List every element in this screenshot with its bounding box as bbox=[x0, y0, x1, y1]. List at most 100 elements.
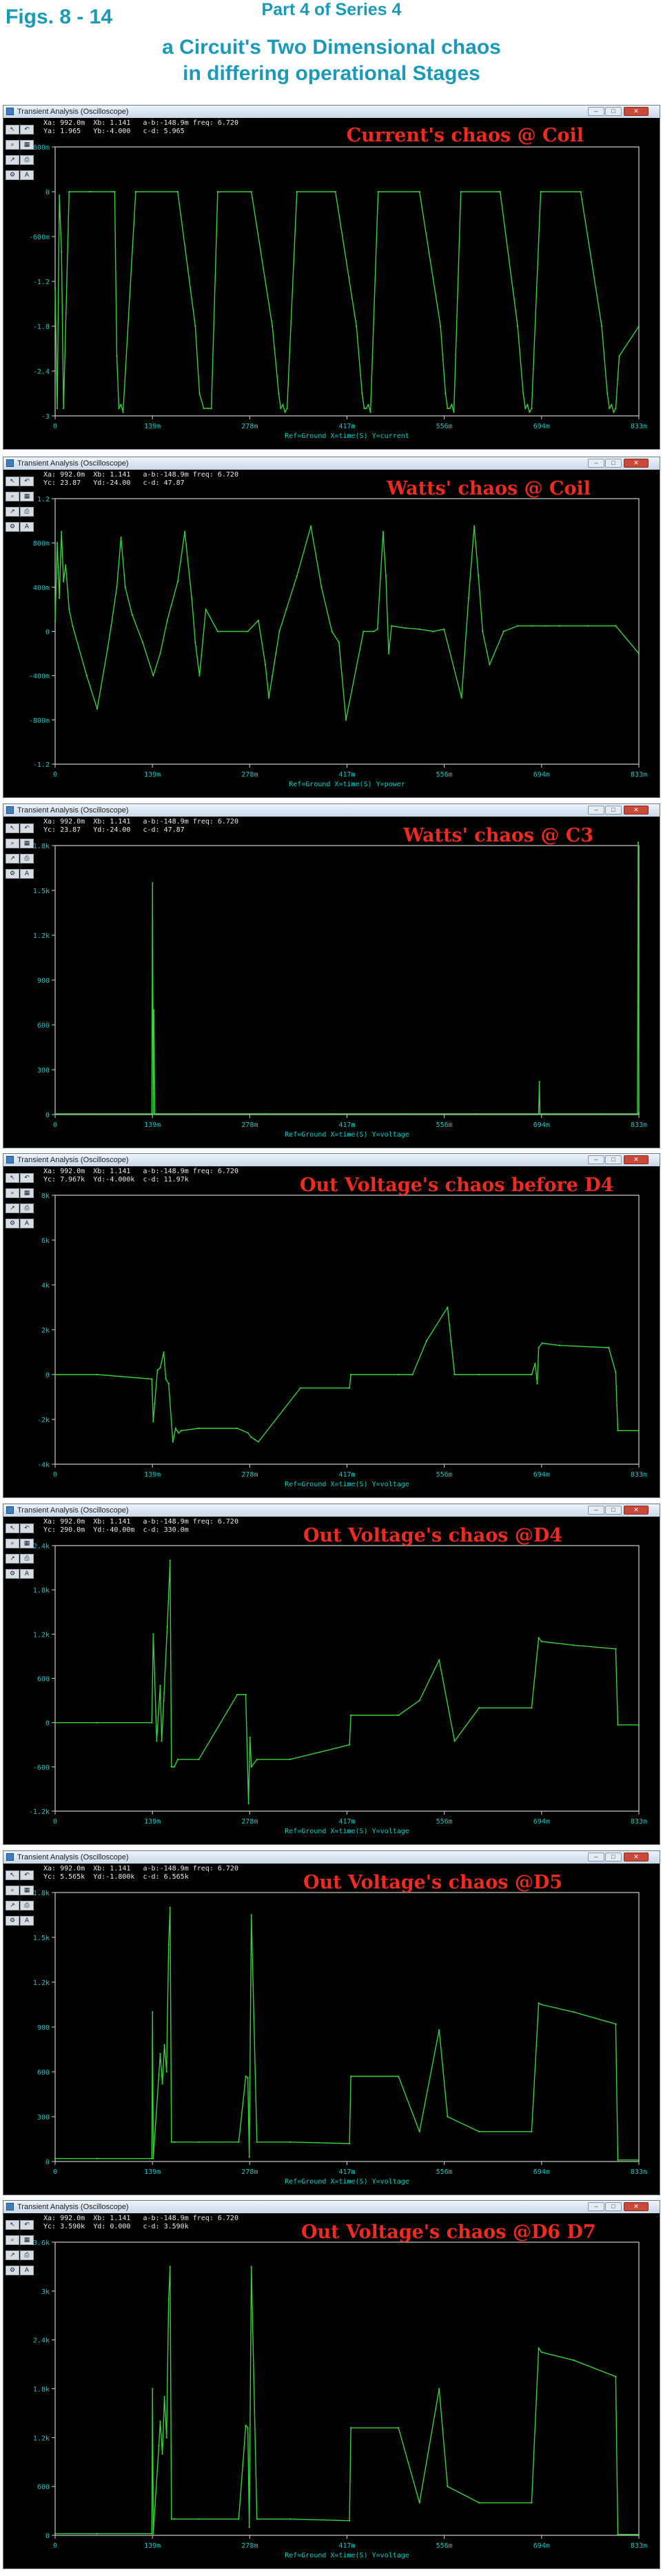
zoom-icon[interactable]: ⌕ bbox=[6, 1539, 19, 1548]
export-icon[interactable]: ↗ bbox=[6, 1901, 19, 1910]
close-button[interactable]: ✕ bbox=[624, 1506, 649, 1515]
oscilloscope-plot[interactable]: 0 139m 278m 417m 556m 694m 833m 600m 0 -600m -1.2 -… bbox=[3, 106, 660, 449]
print-icon[interactable]: ⎙ bbox=[20, 854, 34, 863]
cursor-icon[interactable]: ↖ bbox=[6, 2220, 19, 2230]
zoom-icon[interactable]: ⌕ bbox=[6, 839, 19, 848]
print-icon[interactable]: ⎙ bbox=[20, 1901, 34, 1910]
grid-icon[interactable]: ▦ bbox=[20, 1886, 34, 1895]
zoom-icon[interactable]: ⌕ bbox=[6, 1886, 19, 1895]
oscilloscope-plot[interactable]: 0 139m 278m 417m 556m 694m 833m 1.8k 1.5k 1.2k 900… bbox=[3, 804, 660, 1148]
x-tick-label: 833m bbox=[631, 1818, 647, 1826]
zoom-icon[interactable]: ⌕ bbox=[6, 1188, 19, 1198]
data-point bbox=[256, 1759, 258, 1761]
cursor-icon[interactable]: ↖ bbox=[6, 823, 19, 833]
oscilloscope-plot[interactable]: 0 139m 278m 417m 556m 694m 833m 1.2 800m 400m 0 -40… bbox=[3, 457, 660, 797]
maximize-button[interactable]: □ bbox=[605, 1853, 622, 1861]
data-point bbox=[170, 2141, 172, 2143]
data-point bbox=[167, 2298, 170, 2300]
options-icon[interactable]: ⚙ bbox=[6, 869, 19, 879]
cursor-icon[interactable]: ↖ bbox=[6, 1524, 19, 1533]
cursor-a-icon[interactable]: A bbox=[20, 2266, 34, 2275]
cursor-a-icon[interactable]: A bbox=[20, 170, 34, 180]
zoom-icon[interactable]: ⌕ bbox=[6, 2235, 19, 2245]
maximize-button[interactable]: □ bbox=[605, 1506, 622, 1515]
zoom-icon[interactable]: ⌕ bbox=[6, 140, 19, 150]
close-button[interactable]: ✕ bbox=[624, 806, 649, 815]
zoom-icon[interactable]: ⌕ bbox=[6, 492, 19, 501]
data-point bbox=[502, 630, 504, 632]
close-button[interactable]: ✕ bbox=[624, 2202, 649, 2211]
data-point bbox=[54, 2533, 56, 2535]
close-button[interactable]: ✕ bbox=[624, 459, 649, 468]
export-icon[interactable]: ↗ bbox=[6, 2250, 19, 2260]
cursor-icon[interactable]: ↖ bbox=[6, 477, 19, 486]
options-icon[interactable]: ⚙ bbox=[6, 1569, 19, 1579]
undo-icon[interactable]: ↶ bbox=[20, 2220, 34, 2230]
data-point bbox=[152, 882, 154, 884]
close-button[interactable]: ✕ bbox=[624, 107, 649, 116]
close-button[interactable]: ✕ bbox=[624, 1155, 649, 1164]
data-point bbox=[96, 2533, 99, 2535]
print-icon[interactable]: ⎙ bbox=[20, 1554, 34, 1564]
data-point bbox=[538, 2002, 540, 2004]
undo-icon[interactable]: ↶ bbox=[20, 125, 34, 134]
undo-icon[interactable]: ↶ bbox=[20, 1173, 34, 1183]
undo-icon[interactable]: ↶ bbox=[20, 823, 34, 833]
print-icon[interactable]: ⎙ bbox=[20, 507, 34, 517]
export-icon[interactable]: ↗ bbox=[6, 507, 19, 517]
minimize-button[interactable]: – bbox=[588, 1506, 604, 1515]
cursor-a-icon[interactable]: A bbox=[20, 1916, 34, 1926]
maximize-button[interactable]: □ bbox=[605, 107, 622, 116]
oscilloscope-plot[interactable]: 0 139m 278m 417m 556m 694m 833m 2.4k 1.8k 1.2k 600… bbox=[3, 1504, 660, 1844]
maximize-button[interactable]: □ bbox=[605, 2202, 622, 2211]
export-icon[interactable]: ↗ bbox=[6, 155, 19, 165]
maximize-button[interactable]: □ bbox=[605, 459, 622, 468]
data-point bbox=[165, 2071, 167, 2073]
cursor-a-icon[interactable]: A bbox=[20, 522, 34, 532]
close-button[interactable]: ✕ bbox=[624, 1853, 649, 1861]
options-icon[interactable]: ⚙ bbox=[6, 1219, 19, 1228]
series-line bbox=[55, 2266, 639, 2535]
minimize-button[interactable]: – bbox=[588, 459, 604, 468]
options-icon[interactable]: ⚙ bbox=[6, 1916, 19, 1926]
grid-icon[interactable]: ▦ bbox=[20, 1188, 34, 1198]
maximize-button[interactable]: □ bbox=[605, 806, 622, 815]
minimize-button[interactable]: – bbox=[588, 806, 604, 815]
cursor-a-icon[interactable]: A bbox=[20, 869, 34, 879]
export-icon[interactable]: ↗ bbox=[6, 1554, 19, 1564]
minimize-button[interactable]: – bbox=[588, 2202, 604, 2211]
cursor-icon[interactable]: ↖ bbox=[6, 1173, 19, 1183]
chart-title: Watts' chaos @ Coil bbox=[387, 478, 591, 499]
cursor-a-icon[interactable]: A bbox=[20, 1569, 34, 1579]
oscilloscope-plot[interactable]: 0 139m 278m 417m 556m 694m 833m 3.6k 3k 2.4k 1.8k 1… bbox=[3, 2201, 660, 2568]
oscilloscope-plot[interactable]: 0 139m 278m 417m 556m 694m 833m 1.8k 1.5k 1.2k 900… bbox=[3, 1851, 660, 2195]
print-icon[interactable]: ⎙ bbox=[20, 155, 34, 165]
grid-icon[interactable]: ▦ bbox=[20, 2235, 34, 2245]
minimize-button[interactable]: – bbox=[588, 1155, 604, 1164]
oscilloscope-plot[interactable]: 0 139m 278m 417m 556m 694m 833m 8k 6k 4k 2k 0 -2k -4k… bbox=[3, 1154, 660, 1497]
data-point bbox=[361, 392, 363, 395]
undo-icon[interactable]: ↶ bbox=[20, 1524, 34, 1533]
options-icon[interactable]: ⚙ bbox=[6, 522, 19, 532]
print-icon[interactable]: ⎙ bbox=[20, 2250, 34, 2260]
cursor-icon[interactable]: ↖ bbox=[6, 125, 19, 134]
grid-icon[interactable]: ▦ bbox=[20, 839, 34, 848]
maximize-button[interactable]: □ bbox=[605, 1155, 622, 1164]
minimize-button[interactable]: – bbox=[588, 107, 604, 116]
export-icon[interactable]: ↗ bbox=[6, 854, 19, 863]
options-icon[interactable]: ⚙ bbox=[6, 170, 19, 180]
cursor-a-icon[interactable]: A bbox=[20, 1219, 34, 1228]
undo-icon[interactable]: ↶ bbox=[20, 1870, 34, 1880]
grid-icon[interactable]: ▦ bbox=[20, 140, 34, 150]
y-tick-label: -600m bbox=[29, 234, 50, 241]
grid-icon[interactable]: ▦ bbox=[20, 492, 34, 501]
export-icon[interactable]: ↗ bbox=[6, 1204, 19, 1213]
options-icon[interactable]: ⚙ bbox=[6, 2266, 19, 2275]
data-point bbox=[601, 1112, 603, 1115]
data-point bbox=[345, 719, 347, 721]
minimize-button[interactable]: – bbox=[588, 1853, 604, 1861]
grid-icon[interactable]: ▦ bbox=[20, 1539, 34, 1548]
print-icon[interactable]: ⎙ bbox=[20, 1204, 34, 1213]
cursor-icon[interactable]: ↖ bbox=[6, 1870, 19, 1880]
undo-icon[interactable]: ↶ bbox=[20, 477, 34, 486]
